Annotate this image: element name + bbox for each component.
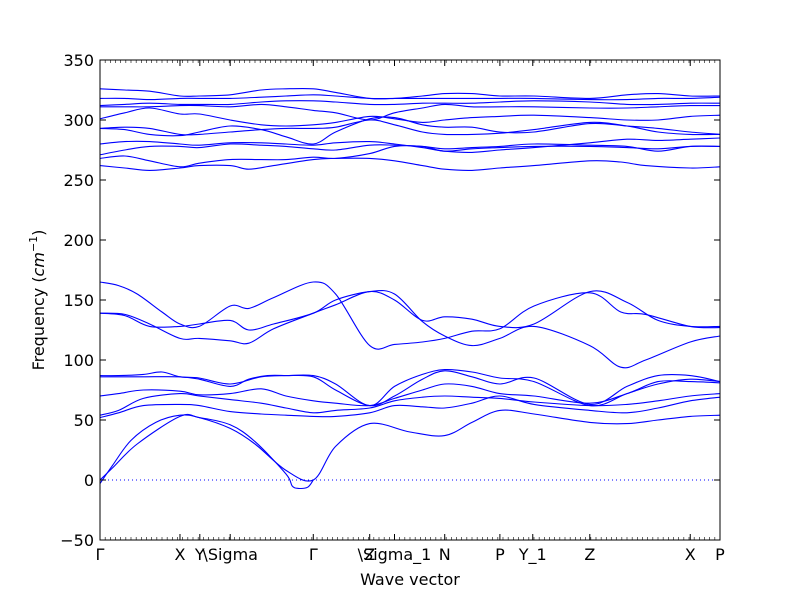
y-axis-label: Frequency (cm−1) (27, 230, 48, 371)
plot-frame (99, 59, 721, 541)
x-tick-label-7: \Sigma_1 (358, 545, 432, 565)
x-tick-label-10: Y_1 (518, 545, 547, 565)
x-tick-label-8: N (439, 545, 451, 564)
band-line-16 (99, 119, 721, 136)
y-tick-label: 250 (63, 171, 94, 190)
x-tick-label-3: Y (194, 545, 205, 564)
band-line-1 (99, 409, 721, 484)
band-line-3 (99, 395, 721, 419)
x-tick-label-13: P (715, 545, 725, 564)
x-tick-label-12: X (685, 545, 696, 564)
band-line-13 (99, 143, 721, 156)
band-lines (99, 87, 721, 490)
y-tick-label: 350 (63, 51, 94, 70)
y-tick-label: 50 (74, 411, 94, 430)
x-tick-label-11: Z (584, 545, 595, 564)
band-line-7 (99, 368, 721, 407)
band-line-4 (99, 392, 721, 416)
x-tick-label-4: \Sigma (202, 545, 258, 564)
band-line-2 (99, 413, 314, 490)
x-tick-label-2: X (174, 545, 185, 564)
y-tick-label: 200 (63, 231, 94, 250)
y-axis-ticks: −50 0 50 100 150 200 250 300 350 (60, 51, 720, 550)
band-line-19 (99, 100, 721, 107)
y-tick-label: 0 (84, 471, 94, 490)
band-line-9 (99, 281, 721, 350)
y-tick-label: 100 (63, 351, 94, 370)
y-tick-label: 300 (63, 111, 94, 130)
x-tick-label-5: Γ (309, 545, 318, 564)
band-line-8 (99, 290, 721, 345)
y-tick-label: 150 (63, 291, 94, 310)
band-line-18 (100, 103, 721, 121)
x-tick-label-1: Γ (96, 545, 105, 564)
x-axis-label: Wave vector (360, 570, 460, 589)
band-line-21 (99, 87, 721, 100)
x-tick-label-9: P (495, 545, 505, 564)
band-line-12 (99, 145, 721, 168)
y-axis-label-unit-power: −1 (27, 236, 40, 252)
x-tick-label-6: Z (364, 545, 375, 564)
band-line-10 (99, 290, 721, 369)
x-axis-ticks: Γ X Y\Sigma Γ Z\Sigma_1 N P Y_1 Z X P (96, 60, 725, 565)
band-line-11 (99, 157, 721, 171)
y-tick-label: −50 (60, 531, 94, 550)
y-axis-label-unit: cm (29, 252, 48, 276)
band-line-14 (99, 137, 721, 153)
y-axis-label-text: Frequency (29, 288, 48, 371)
